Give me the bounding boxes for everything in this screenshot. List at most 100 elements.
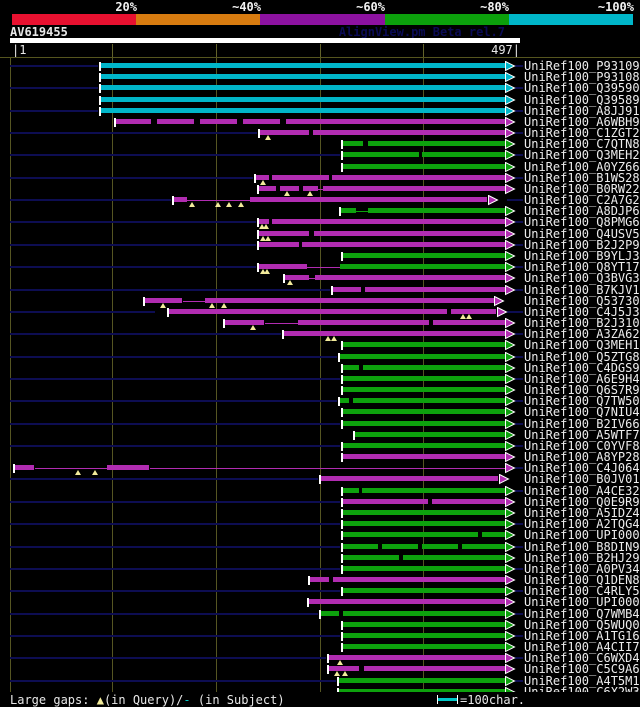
hsp-bar[interactable] <box>342 387 505 392</box>
hsp-bar[interactable] <box>342 499 428 504</box>
hit-label[interactable]: UniRef100_A0YZ66 <box>524 160 640 174</box>
hit-label[interactable]: UniRef100_UPI000.. <box>524 595 640 609</box>
hsp-bar[interactable] <box>340 264 505 269</box>
hsp-bar[interactable] <box>342 365 359 370</box>
hit-label[interactable]: UniRef100_Q7NIU4 <box>524 405 640 419</box>
hit-label[interactable]: UniRef100_P93109 <box>524 59 640 73</box>
hit-label[interactable]: UniRef100_B2J310 <box>524 316 640 330</box>
hsp-bar[interactable] <box>100 85 505 90</box>
hsp-bar[interactable] <box>258 186 276 191</box>
hsp-bar[interactable] <box>354 432 505 437</box>
hsp-bar[interactable] <box>342 566 505 571</box>
hsp-bar[interactable] <box>451 309 496 314</box>
hsp-bar[interactable] <box>258 264 307 269</box>
hsp-bar[interactable] <box>342 588 505 593</box>
hsp-bar[interactable] <box>332 287 361 292</box>
hit-label[interactable]: UniRef100_Q0E9R9 <box>524 495 640 509</box>
hsp-bar[interactable] <box>173 197 187 202</box>
hit-label[interactable]: UniRef100_A4CII7 <box>524 640 640 654</box>
hsp-bar[interactable] <box>339 354 505 359</box>
hsp-bar[interactable] <box>272 219 505 224</box>
hit-label[interactable]: UniRef100_B2J2P9 <box>524 238 640 252</box>
hit-label[interactable]: UniRef100_A8JJ91 <box>524 104 640 118</box>
hsp-bar[interactable] <box>258 242 299 247</box>
hsp-bar[interactable] <box>342 421 505 426</box>
hsp-bar[interactable] <box>100 108 505 113</box>
hsp-bar[interactable] <box>258 231 309 236</box>
hsp-bar[interactable] <box>333 577 505 582</box>
hit-label[interactable]: UniRef100_A1TG16 <box>524 629 640 643</box>
hit-label[interactable]: UniRef100_Q53730 <box>524 294 640 308</box>
hsp-bar[interactable] <box>255 175 269 180</box>
hsp-bar[interactable] <box>342 141 363 146</box>
hsp-bar[interactable] <box>338 678 505 683</box>
hsp-bar[interactable] <box>342 376 505 381</box>
hsp-bar[interactable] <box>342 555 399 560</box>
hit-label[interactable]: UniRef100_Q7WMB4 <box>524 607 640 621</box>
hit-label[interactable]: UniRef100_B0JV01 <box>524 472 640 486</box>
hsp-bar[interactable] <box>422 544 458 549</box>
hit-label[interactable]: UniRef100_C4J5J3 <box>524 305 640 319</box>
hsp-bar[interactable] <box>100 63 505 68</box>
hsp-bar[interactable] <box>168 309 447 314</box>
hit-label[interactable]: UniRef100_Q8PMG6 <box>524 215 640 229</box>
hsp-bar[interactable] <box>482 532 505 537</box>
hsp-bar[interactable] <box>342 342 505 347</box>
hsp-bar[interactable] <box>100 97 505 102</box>
hsp-bar[interactable] <box>342 532 478 537</box>
hit-label[interactable]: UniRef100_Q3BVG3 <box>524 271 640 285</box>
hit-label[interactable]: UniRef100_C7QTN8 <box>524 137 640 151</box>
hit-label[interactable]: UniRef100_A5IDZ4 <box>524 506 640 520</box>
hsp-bar[interactable] <box>362 488 505 493</box>
hsp-bar[interactable] <box>342 622 505 627</box>
hit-label[interactable]: UniRef100_P93108 <box>524 70 640 84</box>
hsp-bar[interactable] <box>342 152 419 157</box>
hsp-bar[interactable] <box>342 164 505 169</box>
hsp-bar[interactable] <box>364 666 505 671</box>
hit-label[interactable]: UniRef100_A4T5M1 <box>524 674 640 688</box>
hit-label[interactable]: UniRef100_C4RLY5 <box>524 584 640 598</box>
hit-label[interactable]: UniRef100_A3ZA62 <box>524 327 640 341</box>
hit-label[interactable]: UniRef100_B8DIN9 <box>524 540 640 554</box>
hsp-bar[interactable] <box>205 298 497 303</box>
hsp-bar[interactable] <box>323 186 505 191</box>
hit-label[interactable]: UniRef100_Q3MEH1 <box>524 338 640 352</box>
hit-label[interactable]: UniRef100_Q3MEH2 <box>524 148 640 162</box>
hsp-bar[interactable] <box>100 74 505 79</box>
hit-label[interactable]: UniRef100_C0YVF8 <box>524 439 640 453</box>
hsp-bar[interactable] <box>343 611 505 616</box>
hsp-bar[interactable] <box>328 666 359 671</box>
hsp-bar[interactable] <box>403 555 505 560</box>
hit-label[interactable]: UniRef100_Q5WUQ0 <box>524 618 640 632</box>
hit-label[interactable]: UniRef100_B1WS28 <box>524 171 640 185</box>
hsp-bar[interactable] <box>314 231 505 236</box>
hit-label[interactable]: UniRef100_A8YP28 <box>524 450 640 464</box>
hsp-bar[interactable] <box>243 119 280 124</box>
hsp-bar[interactable] <box>303 186 318 191</box>
hsp-bar[interactable] <box>433 320 505 325</box>
hsp-bar[interactable] <box>342 521 505 526</box>
hsp-bar[interactable] <box>144 298 182 303</box>
hsp-bar[interactable] <box>313 130 505 135</box>
hsp-bar[interactable] <box>342 488 359 493</box>
hit-label[interactable]: UniRef100_B0RW22 <box>524 182 640 196</box>
hit-label[interactable]: UniRef100_C4DGS9 <box>524 361 640 375</box>
hit-label[interactable]: UniRef100_A5WTF7 <box>524 428 640 442</box>
hit-label[interactable]: UniRef100_Q7TW50 <box>524 394 640 408</box>
hsp-bar[interactable] <box>298 320 429 325</box>
hsp-bar[interactable] <box>342 510 505 515</box>
hsp-bar[interactable] <box>320 611 339 616</box>
hsp-bar[interactable] <box>338 689 505 694</box>
hit-label[interactable]: UniRef100_B9YLJ3 <box>524 249 640 263</box>
hit-label[interactable]: UniRef100_Q8YT17 <box>524 260 640 274</box>
hsp-bar[interactable] <box>286 119 505 124</box>
hsp-bar[interactable] <box>115 119 151 124</box>
hsp-bar[interactable] <box>368 141 505 146</box>
hsp-bar[interactable] <box>422 152 505 157</box>
hsp-bar[interactable] <box>259 130 309 135</box>
hit-label[interactable]: UniRef100_C4J064 <box>524 461 640 475</box>
hsp-bar[interactable] <box>342 544 378 549</box>
hsp-bar[interactable] <box>339 398 349 403</box>
hsp-bar[interactable] <box>332 175 505 180</box>
hit-label[interactable]: UniRef100_Q1DEN8 <box>524 573 640 587</box>
